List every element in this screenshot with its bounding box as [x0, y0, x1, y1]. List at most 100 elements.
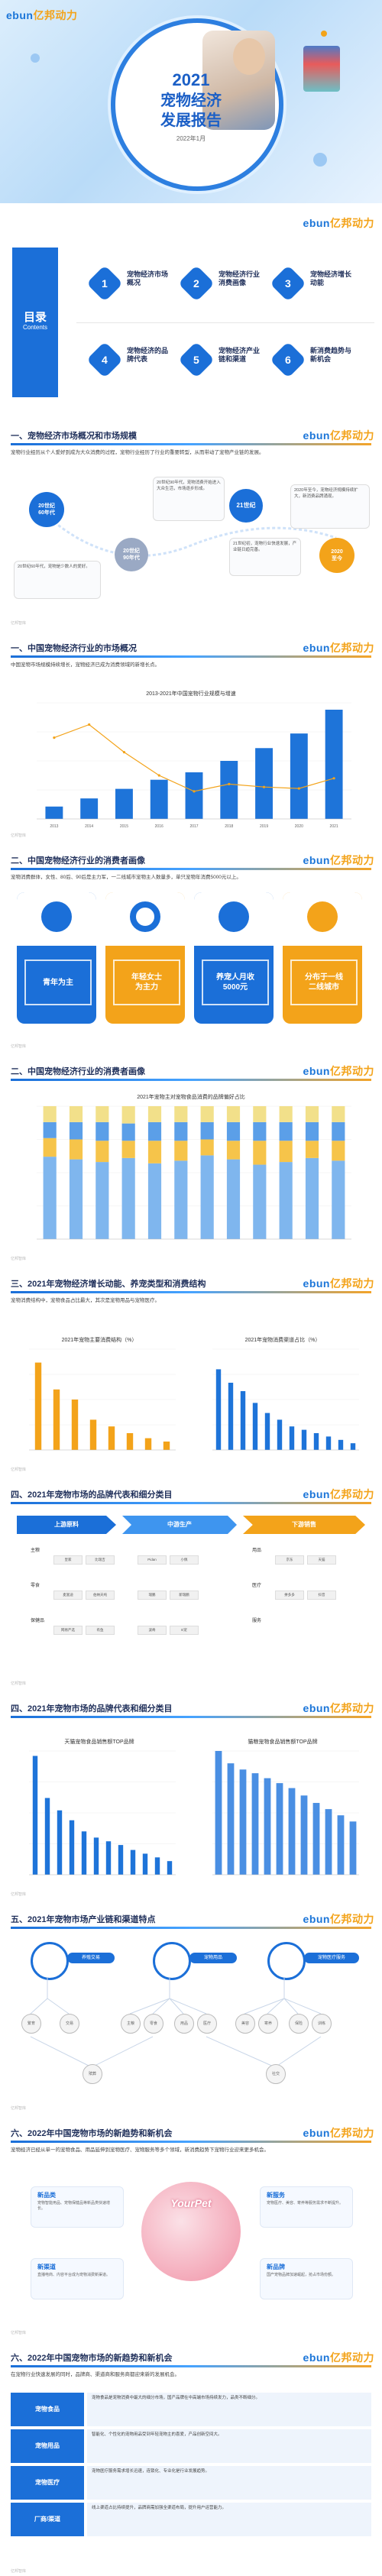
bar: [93, 1837, 99, 1875]
stacked-bar-segment: [332, 1121, 345, 1141]
table-row-label: 宠物用品: [11, 2429, 84, 2463]
brand-logo-chip: 拼多多: [275, 1591, 304, 1600]
brand-logo: ebun亿邦动力: [303, 1913, 374, 1925]
bar: [44, 1798, 50, 1875]
stacked-bar-segment: [96, 1162, 109, 1239]
brand-logo-chip: 麦富迪: [53, 1591, 83, 1600]
brand-logo-chip: 新瑞鹏: [170, 1591, 199, 1600]
toc-item-4[interactable]: 4 宠物经济的品牌代表: [86, 341, 176, 379]
stacked-bar-segment: [279, 1121, 293, 1141]
stacked-bar-segment: [332, 1106, 345, 1122]
brand-logo-chip: 比瑞吉: [86, 1555, 115, 1565]
chain-stage-label: 养殖交易: [67, 1953, 115, 1963]
title-underline: [11, 868, 371, 870]
toc-title: 目录: [23, 311, 47, 324]
x-tick-label: 2020: [295, 824, 303, 829]
section-10-slide: ebun亿邦动力 六、2022年中国宠物市场的新趋势和新机会 在宠物行业快速发展…: [0, 2345, 382, 2576]
cover-image-block: [303, 46, 340, 92]
bar: [69, 1820, 75, 1875]
stacked-bar-segment: [226, 1121, 241, 1141]
toc-item-1[interactable]: 1 宠物经济市场概况: [86, 264, 176, 303]
stacked-bar-segment: [174, 1121, 188, 1141]
bar: [154, 1857, 160, 1875]
stacked-bar-segment: [69, 1106, 83, 1122]
brand-logo: ebun亿邦动力: [6, 9, 78, 21]
toc-item-5[interactable]: 5 宠物经济产业链和渠道: [177, 341, 267, 379]
toc-subtitle: Contents: [22, 324, 48, 331]
growth-point: [157, 774, 160, 777]
slide-footer: 亿邦智库: [11, 1892, 27, 1897]
bar: [163, 1442, 170, 1450]
x-tick-label: 2014: [85, 824, 93, 829]
bar: [349, 1821, 357, 1875]
bar: [32, 1756, 38, 1875]
stacked-bar-segment: [279, 1162, 293, 1239]
cover-slide: ebun亿邦动力 2021 宠物经济 发展报告 2022年1月: [0, 0, 382, 203]
bar: [150, 779, 168, 819]
chain-node: 保险: [289, 2014, 309, 2034]
category-label: 用品: [252, 1549, 262, 1553]
bar: [89, 1419, 97, 1450]
bar: [255, 748, 273, 819]
growth-point: [262, 785, 266, 788]
brand-logo-chip: 伯纳天纯: [86, 1591, 115, 1600]
section-6-slide: ebun亿邦动力 四、2021年宠物市场的品牌代表和细分类目 上游原料 中游生产…: [0, 1482, 382, 1688]
timeline-circle-4: 2020 至今: [319, 538, 354, 573]
timeline-note-2: 20世纪90年代，宠物消费开始进入大众生活，市场逐步形成。: [153, 477, 225, 521]
chain-node: 零食: [144, 2014, 163, 2034]
stacked-bar-segment: [174, 1106, 188, 1122]
toc-item-2[interactable]: 2 宠物经济行业消费画像: [177, 264, 267, 303]
bar: [34, 1362, 42, 1450]
brand-logo: ebun亿邦动力: [303, 854, 374, 866]
category-label: 零食: [31, 1584, 40, 1588]
section-title: 六、2022年中国宠物市场的新趋势和新机会: [11, 2354, 173, 2363]
category-label: 保健品: [31, 1619, 45, 1623]
growth-point: [53, 736, 56, 739]
timeline-circle-1: 20世纪 60年代: [29, 492, 64, 527]
section-title: 二、中国宠物经济行业的消费者画像: [11, 856, 145, 866]
toc-title-box: 目录 Contents: [12, 248, 58, 397]
stacked-bar-segment: [200, 1139, 214, 1156]
bar: [80, 798, 99, 819]
stacked-bar-segment: [147, 1121, 162, 1141]
bar: [185, 772, 203, 819]
title-underline: [11, 1927, 371, 1929]
cover-title-1: 宠物经济: [160, 92, 222, 109]
bar: [167, 1861, 173, 1875]
bar: [105, 1841, 112, 1875]
bar: [312, 1803, 320, 1875]
chain-node: 医疗: [197, 2014, 217, 2034]
bar: [45, 806, 63, 819]
table-row-label: 宠物食品: [11, 2393, 84, 2426]
sprout-icon: [41, 901, 72, 932]
brand-preference-chart: 2021年宠物主对宠物食品消费的品牌偏好占比: [37, 1093, 351, 1240]
bar: [313, 1433, 319, 1450]
toc-item-6[interactable]: 6 新消费趋势与新机会: [269, 341, 359, 379]
title-underline: [11, 1291, 371, 1293]
toc-item-3[interactable]: 3 宠物经济增长动能: [269, 264, 359, 303]
stacked-bar-segment: [121, 1141, 135, 1158]
x-tick-label: 2021: [330, 824, 338, 829]
bar: [115, 788, 133, 819]
stacked-bar-segment: [305, 1141, 319, 1158]
section-text: 宠物消费群体，女性、80后、90后是主力军，一二线城市宠物主人数量多，单只宠物年…: [11, 875, 241, 880]
chain-node: 训练: [312, 2014, 332, 2034]
slide-footer: 亿邦智库: [11, 2569, 27, 2574]
stacked-bar-segment: [147, 1163, 162, 1239]
stacked-bar-segment: [147, 1106, 162, 1122]
bar: [325, 1809, 332, 1875]
stacked-bar-segment: [226, 1141, 241, 1160]
x-tick-label: 2018: [225, 824, 233, 829]
section-4-slide: ebun亿邦动力 二、中国宠物经济行业的消费者画像 2021年宠物主对宠物食品消…: [0, 1059, 382, 1264]
cover-date: 2022年1月: [176, 135, 206, 142]
bar: [228, 1383, 234, 1450]
bar: [288, 1788, 296, 1875]
brand-logo-chip: 抖音: [307, 1591, 336, 1600]
building-icon: [307, 901, 338, 932]
stacked-bar-segment: [147, 1141, 162, 1163]
chain-head-upstream: 上游原料: [17, 1516, 116, 1534]
section-9-slide: ebun亿邦动力 六、2022年中国宠物市场的新趋势和新机会 宠物经济已经从单一…: [0, 2121, 382, 2338]
x-tick-label: 2013: [50, 824, 58, 829]
category-label: 主粮: [31, 1549, 40, 1553]
bar: [108, 1426, 115, 1450]
